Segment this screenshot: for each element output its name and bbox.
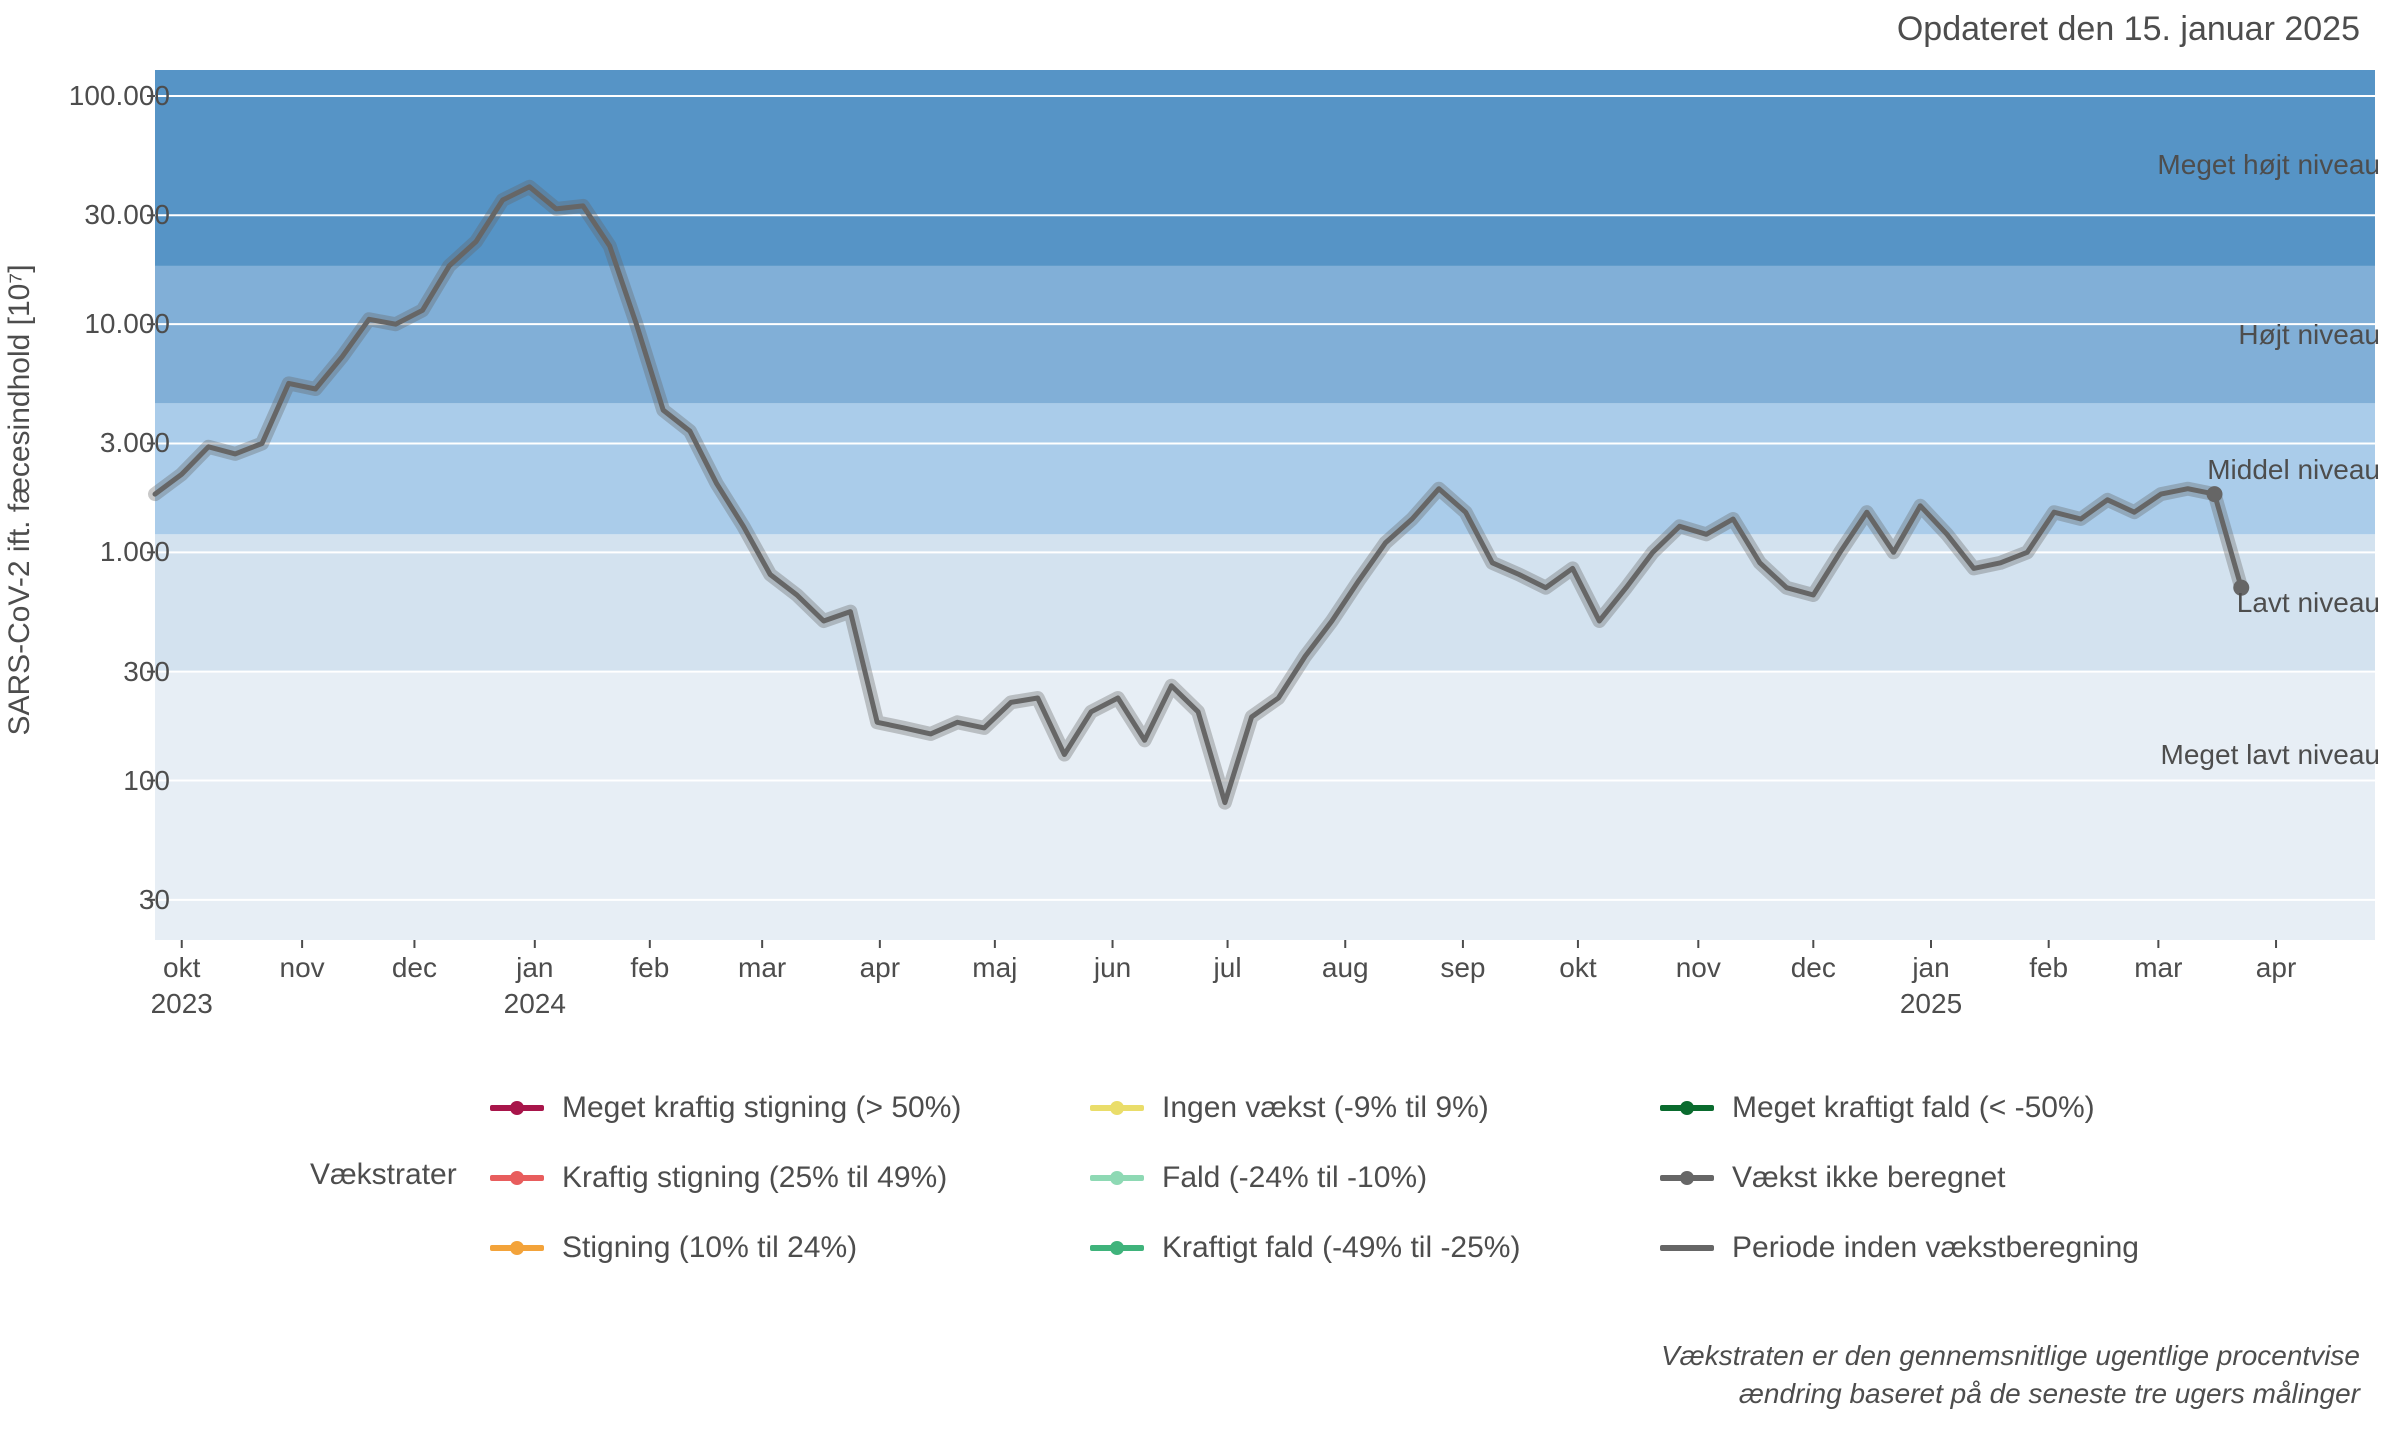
legend-item: Ingen vækst (-9% til 9%) [1090, 1088, 1489, 1128]
x-tick-month: okt [163, 952, 200, 984]
legend-item: Stigning (10% til 24%) [490, 1228, 857, 1268]
legend-swatch [490, 1238, 544, 1258]
x-tick-month: maj [972, 952, 1017, 984]
y-tick-label: 30 [139, 884, 170, 916]
legend-swatch [1660, 1168, 1714, 1188]
band-label: Meget lavt niveau [2161, 739, 2380, 771]
x-tick-month: mar [2134, 952, 2182, 984]
y-tick-label: 300 [123, 656, 170, 688]
x-tick-month: apr [2256, 952, 2296, 984]
chart-container: Opdateret den 15. januar 2025 SARS-CoV-2… [0, 0, 2400, 1440]
footnote-line-1: Vækstraten er den gennemsnitlige ugentli… [1661, 1340, 2360, 1372]
x-tick-month: nov [280, 952, 325, 984]
legend-item: Vækst ikke beregnet [1660, 1158, 2005, 1198]
band-label: Meget højt niveau [2157, 149, 2380, 181]
x-tick-month: jun [1094, 952, 1131, 984]
plot-svg [155, 70, 2375, 940]
y-tick-label: 3.000 [100, 427, 170, 459]
x-tick-month: mar [738, 952, 786, 984]
x-tick-year: 2023 [151, 988, 213, 1020]
legend-swatch [490, 1098, 544, 1118]
legend-item: Periode inden vækstberegning [1660, 1228, 2139, 1268]
x-tick-month: apr [860, 952, 900, 984]
x-tick-month: feb [2029, 952, 2068, 984]
x-tick-month: dec [392, 952, 437, 984]
x-tick-month: dec [1791, 952, 1836, 984]
legend-label: Meget kraftigt fald (< -50%) [1732, 1091, 2095, 1125]
x-tick-month: aug [1322, 952, 1369, 984]
legend-label: Vækst ikke beregnet [1732, 1161, 2005, 1195]
legend-item: Meget kraftigt fald (< -50%) [1660, 1088, 2095, 1128]
y-tick-label: 10.000 [84, 308, 170, 340]
legend-label: Ingen vækst (-9% til 9%) [1162, 1091, 1489, 1125]
x-tick-month: nov [1676, 952, 1721, 984]
x-tick-year: 2024 [504, 988, 566, 1020]
legend-label: Stigning (10% til 24%) [562, 1231, 857, 1265]
x-tick-month: jul [1214, 952, 1242, 984]
legend-swatch [490, 1168, 544, 1188]
legend-label: Kraftigt fald (-49% til -25%) [1162, 1231, 1520, 1265]
legend-label: Periode inden vækstberegning [1732, 1231, 2139, 1265]
y-tick-label: 100.000 [69, 80, 170, 112]
legend-swatch [1090, 1238, 1144, 1258]
x-tick-year: 2025 [1900, 988, 1962, 1020]
y-tick-label: 30.000 [84, 199, 170, 231]
legend-label: Meget kraftig stigning (> 50%) [562, 1091, 961, 1125]
x-tick-month: jan [516, 952, 553, 984]
x-tick-month: okt [1559, 952, 1596, 984]
legend-swatch [1660, 1098, 1714, 1118]
plot-area [155, 70, 2375, 940]
y-axis-label: SARS-CoV-2 ift. fæcesindhold [10⁷] [3, 264, 37, 735]
x-tick-month: feb [630, 952, 669, 984]
band-label: Lavt niveau [2237, 587, 2380, 619]
legend-item: Meget kraftig stigning (> 50%) [490, 1088, 961, 1128]
legend-swatch [1090, 1168, 1144, 1188]
legend-label: Fald (-24% til -10%) [1162, 1161, 1427, 1195]
x-tick-month: jan [1912, 952, 1949, 984]
x-tick-month: sep [1440, 952, 1485, 984]
legend-item: Fald (-24% til -10%) [1090, 1158, 1427, 1198]
legend-title: Vækstrater [310, 1158, 457, 1192]
legend-label: Kraftig stigning (25% til 49%) [562, 1161, 947, 1195]
band-label: Middel niveau [2207, 454, 2380, 486]
y-tick-label: 1.000 [100, 536, 170, 568]
legend-item: Kraftigt fald (-49% til -25%) [1090, 1228, 1520, 1268]
legend-item: Kraftig stigning (25% til 49%) [490, 1158, 947, 1198]
legend-swatch [1660, 1238, 1714, 1258]
y-tick-label: 100 [123, 765, 170, 797]
legend-swatch [1090, 1098, 1144, 1118]
band-label: Højt niveau [2238, 319, 2380, 351]
footnote-line-2: ændring baseret på de seneste tre ugers … [1739, 1378, 2360, 1410]
update-date: Opdateret den 15. januar 2025 [1897, 10, 2360, 49]
